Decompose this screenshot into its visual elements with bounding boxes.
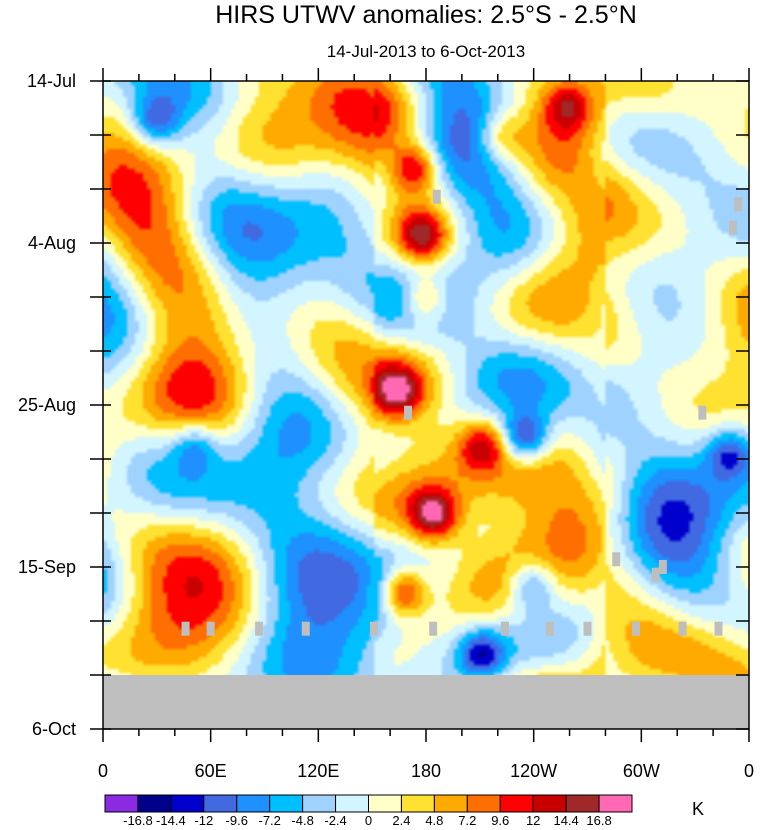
colorbar-label: -4.8 [291,813,313,828]
plot-area [103,81,749,729]
colorbar-swatch [269,794,304,813]
missing-data-mark [678,621,687,636]
x-axis: 0 60E 120E 180 120W 60W 0 [98,68,754,781]
missing-data-marks [181,189,743,636]
missing-data-mark [545,621,554,636]
missing-data-mark [181,621,190,636]
missing-data-mark [301,621,310,636]
colorbar-label: 9.6 [491,813,509,828]
colorbar-swatch [137,794,172,813]
colorbar-swatch [203,794,238,813]
missing-data-mark [432,189,441,204]
colorbar-swatch [368,794,402,813]
x-tick-label: 0 [744,761,754,781]
missing-data-mark [255,621,264,636]
colorbar-label: -14.4 [156,813,186,828]
colorbar-unit: K [692,799,704,819]
colorbar-swatch [565,794,600,813]
colorbar-label: 0 [365,813,372,828]
missing-data-mark [429,621,438,636]
colorbar-swatch [236,794,271,813]
missing-data-mark [500,621,509,636]
colorbar-swatch [170,794,205,813]
x-tick-label: 60E [195,761,227,781]
x-tick-label: 120W [510,761,557,781]
colorbar-swatch [598,794,633,813]
colorbar-label: -9.6 [226,813,248,828]
missing-data-mark [651,567,660,582]
colorbar-label: -2.4 [324,813,346,828]
colorbar-label: -7.2 [258,813,280,828]
x-tick-label: 120E [297,761,339,781]
x-tick-label: 180 [411,761,441,781]
colorbar-swatch [302,794,337,813]
colorbar-swatch [466,794,501,813]
anomaly-field [103,81,749,729]
colorbar-label: 16.8 [586,813,611,828]
x-tick-label: 0 [98,761,108,781]
missing-data-mark [714,621,723,636]
chart-subtitle: 14-Jul-2013 to 6-Oct-2013 [327,42,525,61]
missing-data-mark [612,552,621,567]
missing-data-mark [206,621,215,636]
colorbar-swatch [104,794,139,813]
y-axis: 14-Jul 4-Aug 25-Aug 15-Sep 6-Oct [18,71,749,739]
colorbar-swatch [499,794,534,813]
missing-data-mark [698,405,707,420]
missing-data-mark [631,621,640,636]
colorbar-label: -12 [194,813,213,828]
colorbar-swatch [433,794,468,813]
colorbar: -16.8 -14.4 -12 -9.6 -7.2 -4.8 -2.4 0 2.4 4.8 7.2 9… [104,794,633,828]
colorbar-label: 4.8 [425,813,443,828]
colorbar-label: 2.4 [392,813,410,828]
colorbar-label: 14.4 [553,813,578,828]
missing-data-mark [583,621,592,636]
colorbar-label: 7.2 [458,813,476,828]
colorbar-swatch [400,794,435,813]
missing-data-mark [728,220,737,235]
x-tick-label: 60W [623,761,660,781]
missing-data-mark [369,621,378,636]
y-tick-label: 14-Jul [27,71,76,91]
no-data-region [103,675,749,729]
colorbar-label: -16.8 [123,813,153,828]
y-tick-label: 15-Sep [18,557,76,577]
colorbar-swatch [335,794,369,813]
colorbar-label: 12 [526,813,540,828]
missing-data-mark [404,405,413,420]
chart-title: HIRS UTWV anomalies: 2.5°S - 2.5°N [215,1,637,29]
y-tick-label: 4-Aug [28,233,76,253]
missing-data-mark [658,560,667,574]
colorbar-swatch [532,794,567,813]
missing-data-mark [734,197,743,212]
y-tick-label: 6-Oct [32,719,76,739]
y-tick-label: 25-Aug [18,395,76,415]
